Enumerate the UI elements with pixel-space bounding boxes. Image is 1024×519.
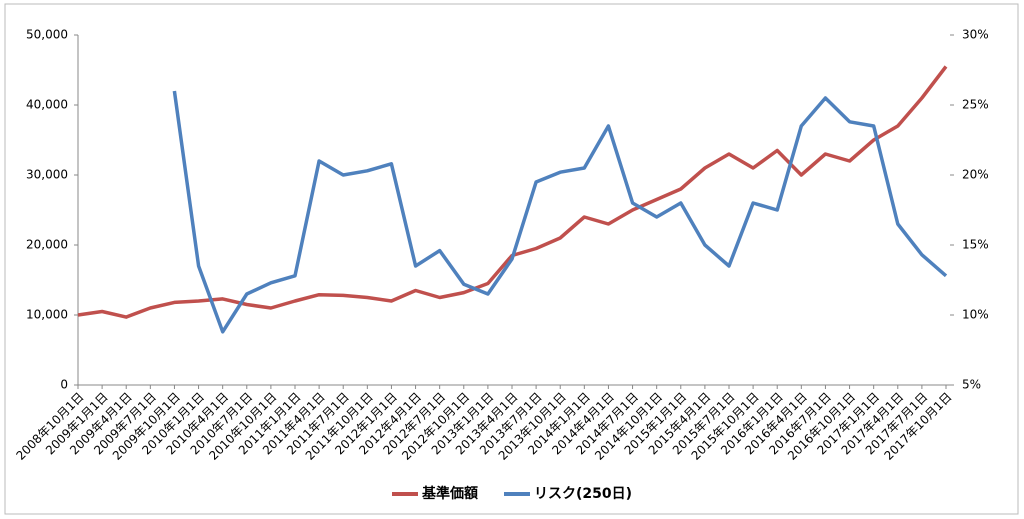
y-tick-label: 40,000 (26, 98, 68, 112)
legend-label: 基準価額 (422, 485, 478, 502)
y2-tick-label: 15% (962, 238, 989, 252)
y2-tick-label: 30% (962, 28, 989, 42)
legend-label: リスク(250日) (534, 486, 632, 502)
y2-tick-label: 10% (962, 308, 989, 322)
y2-tick-label: 25% (962, 98, 989, 112)
series-line (172, 90, 948, 334)
y-tick-label: 0 (60, 378, 68, 392)
y-tick-label: 50,000 (26, 28, 68, 42)
y-tick-label: 30,000 (26, 168, 68, 182)
y-tick-label: 20,000 (26, 238, 68, 252)
y-tick-label: 10,000 (26, 308, 68, 322)
y2-tick-label: 5% (962, 378, 981, 392)
y2-tick-label: 20% (962, 168, 989, 182)
